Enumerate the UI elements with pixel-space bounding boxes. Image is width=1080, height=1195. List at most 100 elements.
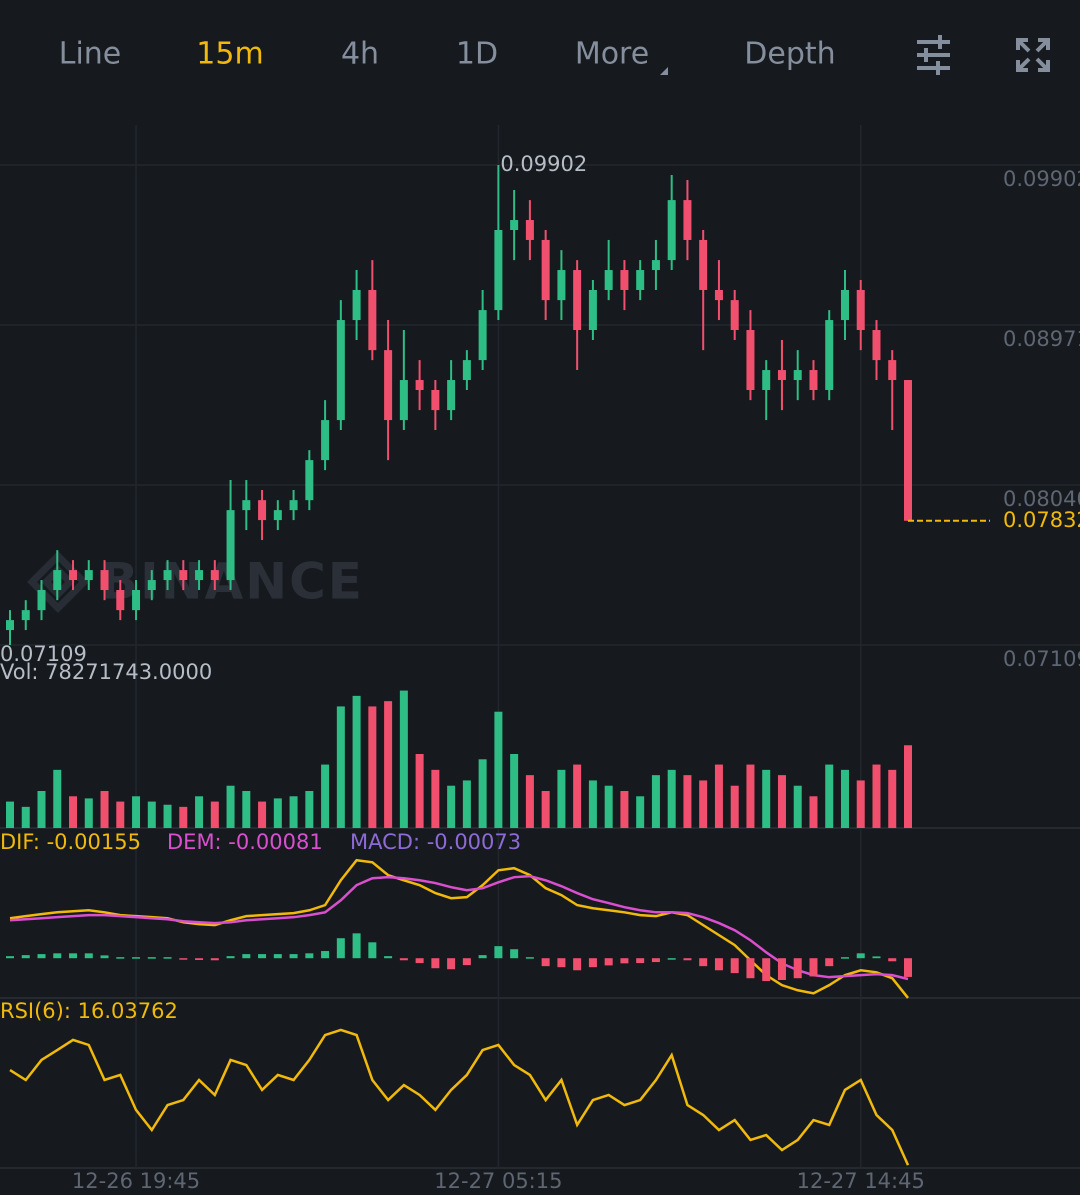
volume-bar [730, 785, 739, 828]
volume-bar [147, 801, 156, 828]
candle-body [478, 310, 487, 361]
candle-body [195, 570, 204, 581]
candle-body [431, 389, 440, 411]
candle-body [777, 370, 786, 381]
volume-bar [825, 764, 834, 828]
macd-bar [510, 949, 519, 959]
candle-body [6, 620, 14, 631]
volume-bar [636, 796, 645, 828]
macd-bar [636, 958, 645, 964]
toolbar-icons [917, 35, 1050, 75]
macd-bar [793, 958, 802, 979]
candle-body [226, 510, 235, 581]
candle-body [604, 270, 613, 290]
candle-body [258, 500, 267, 521]
volume-bar [714, 764, 723, 828]
volume-bar [368, 706, 377, 828]
volume-bar [384, 701, 393, 828]
candle-body [746, 330, 755, 390]
settings-icon[interactable] [917, 35, 950, 75]
candle-body [557, 270, 566, 301]
candle-body [809, 370, 818, 390]
legend-entry: DIF: -0.00155 [0, 830, 141, 854]
fullscreen-icon[interactable] [1016, 38, 1050, 72]
candle-body [904, 380, 912, 521]
volume-bar [888, 769, 897, 828]
macd-bar [904, 958, 912, 977]
volume-bar [525, 775, 534, 828]
volume-bar [21, 806, 30, 828]
low-label: 0.07109 [0, 642, 87, 666]
macd-bar [699, 958, 708, 967]
candle-body [336, 320, 345, 421]
macd-bar [84, 953, 93, 959]
candle-body [116, 590, 125, 611]
volume-bar [793, 785, 802, 828]
candle-body [714, 289, 723, 301]
volume-bar [69, 796, 78, 828]
candle-body [163, 570, 172, 581]
macd-bar [242, 954, 251, 959]
tab[interactable]: More [575, 37, 649, 72]
macd-bar [116, 957, 125, 959]
macd-line [9, 874, 909, 981]
candle-body [888, 360, 897, 381]
tab[interactable]: 4h [341, 37, 379, 72]
candle-body [242, 500, 251, 511]
high-label: 0.09902 [500, 152, 587, 176]
volume-bar [683, 775, 692, 828]
candle-body [651, 260, 660, 271]
macd-bar [100, 955, 109, 959]
macd-bar [53, 953, 62, 959]
macd-bar [163, 957, 172, 959]
volume-bar [699, 780, 708, 828]
candle-body [84, 570, 93, 581]
candle-body [588, 289, 597, 331]
volume-bar [226, 785, 235, 828]
macd-bar [179, 958, 188, 960]
candle-body [399, 380, 408, 421]
candle-body [273, 510, 282, 521]
macd-bar [352, 933, 361, 959]
macd-bar [888, 958, 897, 962]
macd-bar [604, 958, 613, 966]
macd-bar [336, 938, 345, 959]
tab[interactable]: Depth [744, 37, 835, 72]
macd-bar [132, 957, 141, 959]
macd-bar [195, 958, 204, 960]
candle-body [289, 500, 298, 511]
volume-bar [116, 801, 125, 828]
candle-body [636, 270, 645, 290]
volume-bar [604, 785, 613, 828]
macd-bar [856, 953, 865, 959]
macd-bar [431, 958, 440, 969]
macd-bar [651, 958, 660, 963]
macd-bar [777, 958, 786, 980]
candle-body [510, 220, 519, 230]
volume-bar [132, 796, 141, 828]
volume-bar [447, 785, 456, 828]
x-tick-label: 12-27 05:15 [434, 1169, 562, 1193]
candle-body [872, 330, 881, 361]
macd-bar [730, 958, 739, 974]
volume-bar [415, 754, 424, 828]
volume-bar [667, 769, 676, 828]
volume-bar [431, 769, 440, 828]
macd-bar [147, 957, 156, 959]
volume-bar [478, 759, 487, 828]
tab[interactable]: 1D [456, 37, 498, 72]
macd-bar [872, 956, 881, 959]
volume-bar [305, 791, 314, 828]
legend-entry: RSI(6): 16.03762 [0, 999, 178, 1023]
volume-bar [258, 801, 267, 828]
volume-bar [777, 775, 786, 828]
volume-bar [100, 791, 109, 828]
macd-bar [667, 958, 676, 960]
tab[interactable]: 15m [196, 37, 263, 72]
volume-bar [37, 791, 46, 828]
macd-bar [478, 955, 487, 959]
tab[interactable]: Line [59, 37, 122, 72]
